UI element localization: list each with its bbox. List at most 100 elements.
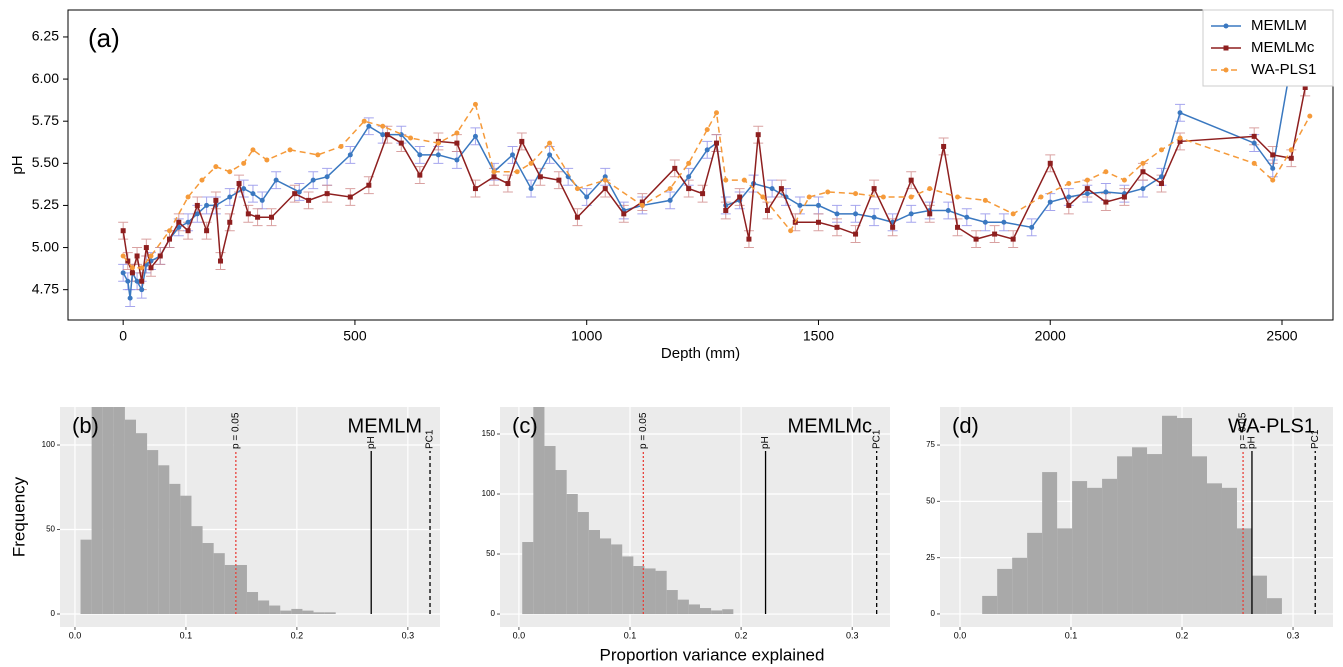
- threshold-label: pH: [366, 436, 377, 449]
- marker: [1140, 160, 1146, 166]
- histogram-bar: [997, 568, 1013, 614]
- marker: [834, 211, 840, 217]
- marker: [741, 177, 747, 183]
- marker: [1103, 199, 1109, 205]
- marker: [510, 152, 516, 158]
- marker: [700, 191, 706, 197]
- marker: [245, 211, 251, 217]
- marker: [408, 135, 414, 141]
- histogram-bar: [677, 599, 689, 615]
- marker: [148, 253, 154, 259]
- histogram-bar: [1012, 557, 1028, 614]
- marker: [306, 197, 312, 203]
- marker: [1084, 186, 1090, 192]
- marker: [213, 164, 219, 170]
- marker: [241, 160, 247, 166]
- marker: [125, 278, 131, 284]
- marker: [1066, 202, 1072, 208]
- marker: [621, 211, 627, 217]
- marker: [204, 202, 210, 208]
- marker: [547, 152, 553, 158]
- marker: [602, 177, 608, 183]
- marker: [1121, 194, 1127, 200]
- marker: [547, 140, 553, 146]
- marker: [204, 228, 210, 234]
- marker: [250, 147, 256, 153]
- y-tick-label: 6.25: [32, 28, 59, 44]
- marker: [1066, 181, 1072, 187]
- histogram-bar: [180, 495, 192, 614]
- marker: [454, 130, 460, 136]
- marker: [853, 191, 859, 197]
- y-tick-label: 100: [482, 489, 496, 498]
- marker: [574, 214, 580, 220]
- shared-x-label: Proportion variance explained: [600, 645, 825, 664]
- threshold-label: pH: [1247, 436, 1258, 449]
- marker: [384, 132, 390, 138]
- marker: [435, 152, 441, 158]
- marker: [880, 194, 886, 200]
- marker: [227, 169, 233, 175]
- histogram-bar: [1221, 487, 1237, 614]
- marker: [435, 140, 441, 146]
- histogram-bar: [169, 483, 181, 614]
- marker: [139, 278, 145, 284]
- marker: [1288, 155, 1294, 161]
- panel-label: (c): [512, 413, 538, 438]
- marker: [324, 174, 330, 180]
- plot-frame: [67, 9, 1334, 321]
- x-tick-label: 0.0: [954, 630, 967, 640]
- marker: [1177, 138, 1183, 144]
- histogram-bar: [622, 556, 634, 615]
- histogram-bar: [644, 568, 656, 615]
- histogram-bar: [191, 526, 203, 614]
- marker: [505, 181, 511, 187]
- marker: [472, 101, 478, 107]
- histogram-bar: [1251, 575, 1267, 614]
- marker: [871, 186, 877, 192]
- x-tick-label: 0.1: [180, 630, 193, 640]
- marker: [574, 186, 580, 192]
- histogram-bar: [1132, 447, 1148, 614]
- x-tick-label: 0.1: [1065, 630, 1078, 640]
- histogram-bar: [522, 542, 534, 615]
- marker: [519, 138, 525, 144]
- histogram-bar: [1266, 598, 1282, 614]
- marker: [788, 228, 794, 234]
- x-tick-label: 0.0: [69, 630, 82, 640]
- y-axis-label: pH: [9, 155, 26, 174]
- histogram-bar: [633, 566, 645, 615]
- marker: [778, 186, 784, 192]
- marker: [120, 253, 126, 259]
- marker: [992, 231, 998, 237]
- marker: [964, 214, 970, 220]
- marker: [250, 191, 256, 197]
- marker: [472, 133, 478, 139]
- marker: [556, 177, 562, 183]
- marker: [268, 214, 274, 220]
- marker: [167, 228, 173, 234]
- marker: [639, 202, 645, 208]
- histogram-bar: [711, 610, 723, 615]
- x-tick-label: 0.2: [291, 630, 304, 640]
- histogram-bar: [611, 544, 623, 615]
- marker: [1029, 224, 1035, 230]
- marker: [1084, 191, 1090, 197]
- marker: [1158, 181, 1164, 187]
- y-tick-label: 150: [482, 429, 496, 438]
- y-tick-label: 100: [42, 440, 56, 449]
- marker: [227, 194, 233, 200]
- marker: [1066, 194, 1072, 200]
- marker: [310, 177, 316, 183]
- marker: [1307, 113, 1313, 119]
- marker: [815, 219, 821, 225]
- marker: [139, 287, 145, 293]
- marker: [1158, 174, 1164, 180]
- marker: [218, 258, 224, 264]
- marker: [584, 194, 590, 200]
- x-tick-label: 0: [119, 328, 127, 344]
- marker: [236, 181, 242, 187]
- panel-label: (a): [88, 23, 120, 53]
- marker: [704, 127, 710, 133]
- marker: [324, 191, 330, 197]
